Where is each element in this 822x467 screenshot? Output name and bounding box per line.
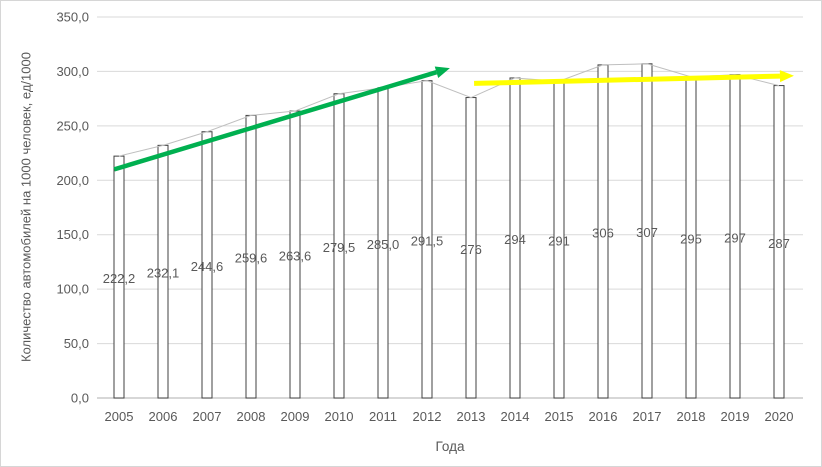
bar-value-label: 259,6 (235, 251, 268, 266)
bar-value-label: 295 (680, 231, 702, 246)
x-tick-label: 2009 (281, 409, 310, 424)
x-tick-label: 2019 (721, 409, 750, 424)
x-tick-label: 2017 (633, 409, 662, 424)
x-tick-label: 2005 (105, 409, 134, 424)
y-tick-label: 250,0 (56, 118, 89, 133)
x-tick-label: 2006 (149, 409, 178, 424)
plateau-trend-arrow-head (779, 70, 794, 83)
series-connector-line (118, 63, 780, 157)
x-axis-title: Года (435, 439, 465, 454)
y-tick-label: 300,0 (56, 64, 89, 79)
bar-value-label: 222,2 (103, 271, 136, 286)
bar-value-label: 287 (768, 236, 790, 251)
y-tick-label: 50,0 (64, 336, 89, 351)
x-tick-label: 2007 (193, 409, 222, 424)
y-tick-label: 200,0 (56, 173, 89, 188)
bar-value-label: 244,6 (191, 259, 224, 274)
bar-value-label: 263,6 (279, 249, 312, 264)
bar-value-label: 306 (592, 225, 614, 240)
y-tick-label: 350,0 (56, 10, 89, 25)
x-tick-label: 2010 (325, 409, 354, 424)
bar-value-label: 297 (724, 230, 746, 245)
plateau-trend-arrow (474, 73, 781, 86)
bar-value-label: 307 (636, 225, 658, 240)
growth-trend-arrow (113, 70, 438, 172)
bar-value-label: 294 (504, 232, 526, 247)
growth-trend-arrow-head (434, 66, 450, 78)
bar-value-label: 291 (548, 234, 570, 249)
x-tick-label: 2011 (369, 409, 397, 424)
bar-value-label: 279,5 (323, 240, 356, 255)
x-tick-label: 2014 (501, 409, 530, 424)
x-tick-label: 2018 (677, 409, 706, 424)
y-axis-title: Количество автомобилей на 1000 человек, … (18, 52, 34, 362)
x-tick-label: 2008 (237, 409, 266, 424)
bar-value-label: 276 (460, 242, 482, 257)
y-tick-label: 100,0 (56, 282, 89, 297)
bar-value-label: 285,0 (367, 237, 400, 252)
x-tick-label: 2012 (413, 409, 442, 424)
y-tick-label: 0,0 (71, 391, 89, 406)
bar-value-label: 291,5 (411, 233, 444, 248)
x-tick-label: 2020 (765, 409, 794, 424)
x-tick-label: 2016 (589, 409, 618, 424)
bar-value-label: 232,1 (147, 266, 180, 281)
x-tick-label: 2015 (545, 409, 574, 424)
x-tick-label: 2013 (457, 409, 486, 424)
y-tick-label: 150,0 (56, 227, 89, 242)
